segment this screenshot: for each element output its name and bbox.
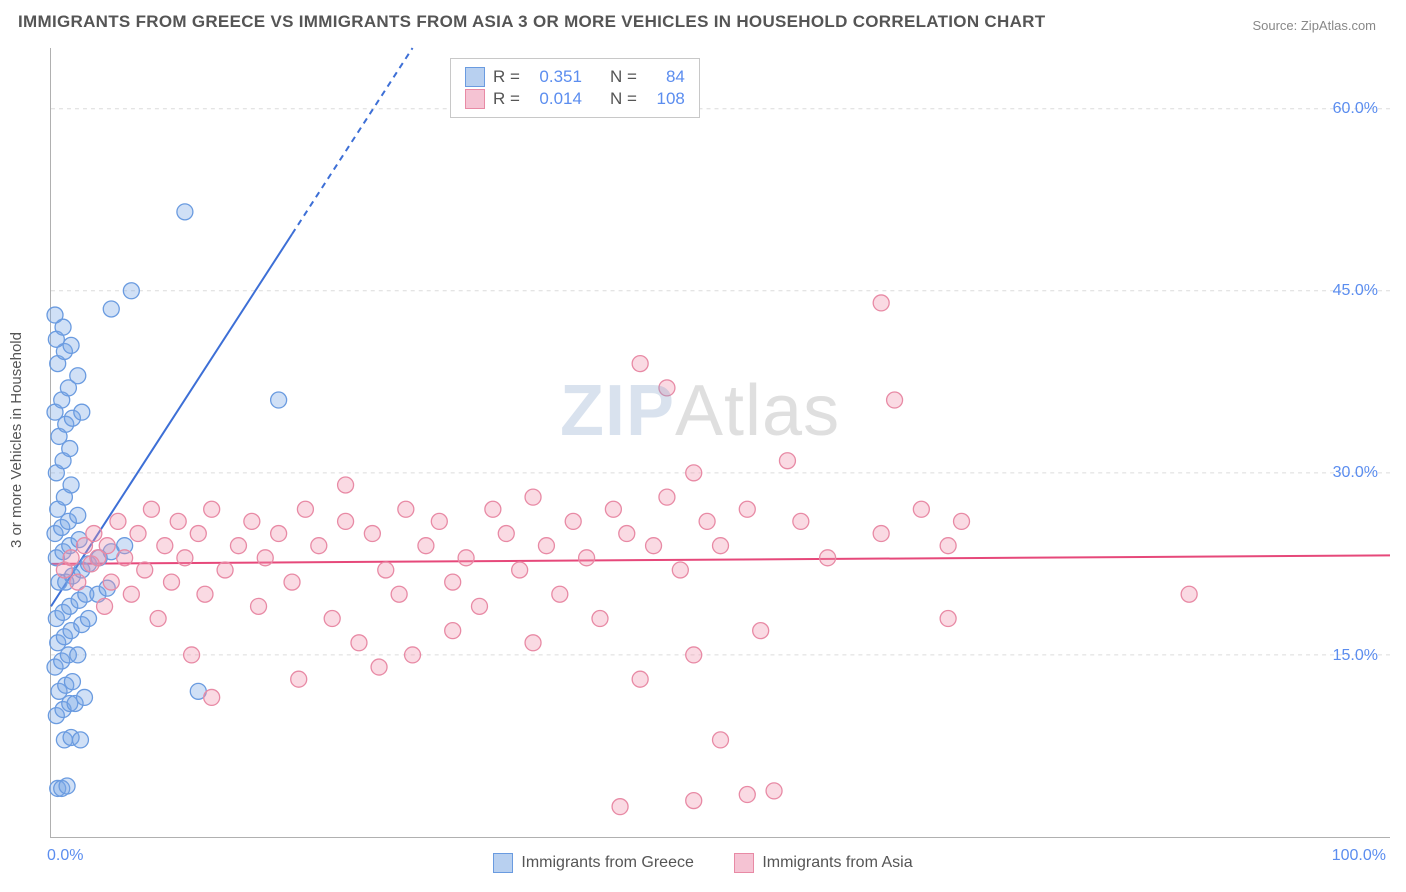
source-label: Source: ZipAtlas.com xyxy=(1252,18,1376,33)
legend-stats-row-asia: R = 0.014 N = 108 xyxy=(465,89,685,109)
legend-label-asia: Immigrants from Asia xyxy=(762,854,912,872)
r-label: R = xyxy=(493,67,520,87)
r-value-asia: 0.014 xyxy=(528,89,582,109)
legend-stats: R = 0.351 N = 84 R = 0.014 N = 108 xyxy=(450,58,700,118)
legend-stats-row-greece: R = 0.351 N = 84 xyxy=(465,67,685,87)
n-value-asia: 108 xyxy=(645,89,685,109)
legend-swatch-asia xyxy=(465,89,485,109)
y-tick-label: 15.0% xyxy=(1333,647,1378,665)
plot-area: 15.0%30.0%45.0%60.0% 0.0% 100.0% xyxy=(50,48,1390,838)
legend-swatch-greece xyxy=(465,67,485,87)
n-label: N = xyxy=(610,89,637,109)
legend-swatch-greece-icon xyxy=(493,853,513,873)
y-tick-label: 30.0% xyxy=(1333,464,1378,482)
legend-item-greece: Immigrants from Greece xyxy=(493,853,693,873)
legend-series: Immigrants from Greece Immigrants from A… xyxy=(0,853,1406,878)
chart-title: IMMIGRANTS FROM GREECE VS IMMIGRANTS FRO… xyxy=(18,12,1045,32)
y-tick-label: 45.0% xyxy=(1333,282,1378,300)
y-axis-label: 3 or more Vehicles in Household xyxy=(8,332,25,548)
r-label: R = xyxy=(493,89,520,109)
y-tick-label: 60.0% xyxy=(1333,100,1378,118)
r-value-greece: 0.351 xyxy=(528,67,582,87)
chart-svg xyxy=(51,48,1390,837)
n-label: N = xyxy=(610,67,637,87)
legend-label-greece: Immigrants from Greece xyxy=(521,854,693,872)
legend-swatch-asia-icon xyxy=(734,853,754,873)
legend-item-asia: Immigrants from Asia xyxy=(734,853,912,873)
n-value-greece: 84 xyxy=(645,67,685,87)
